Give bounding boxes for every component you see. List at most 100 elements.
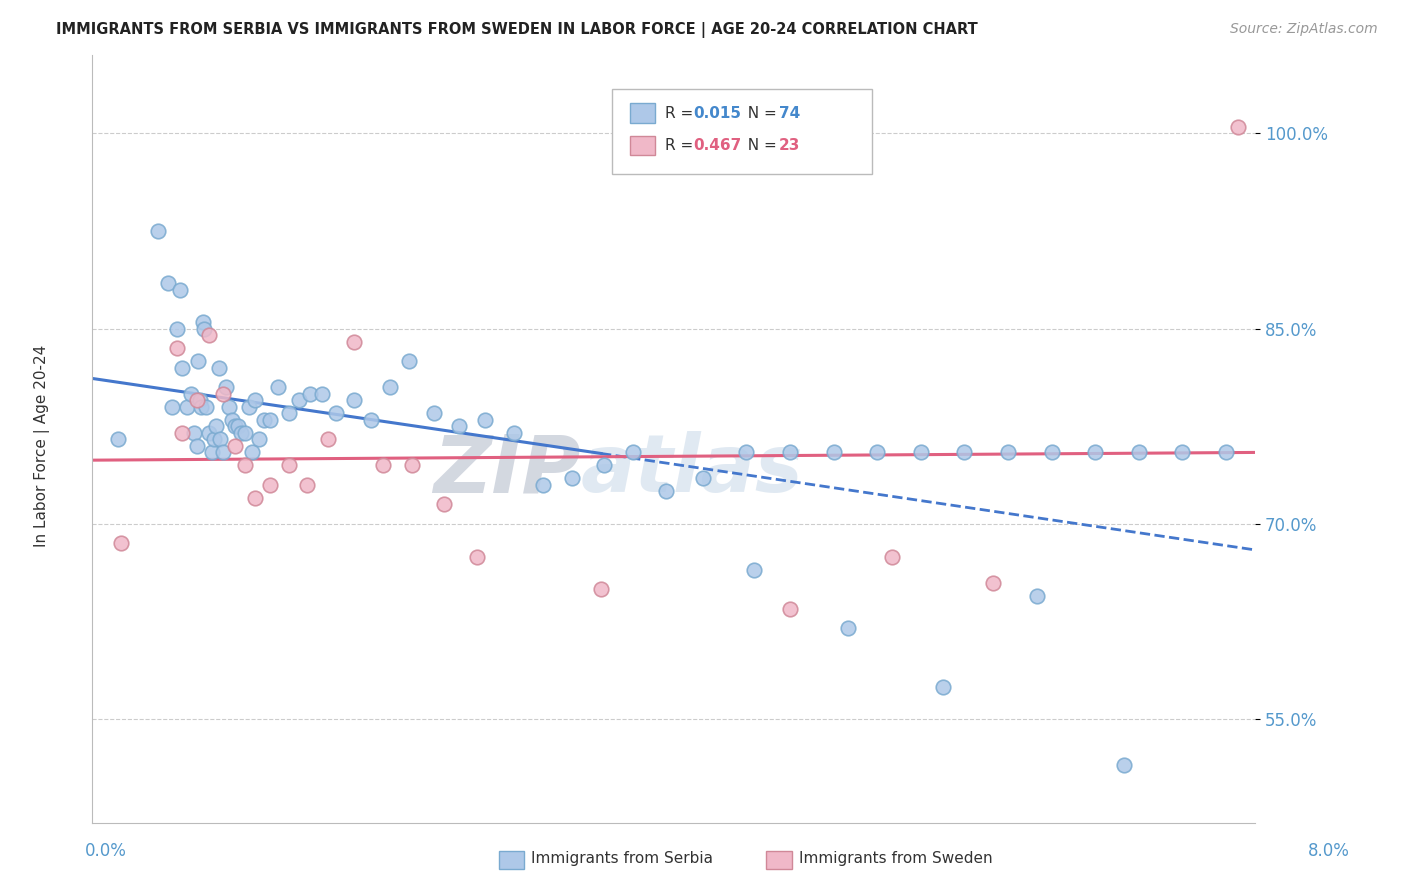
Point	[531, 478, 554, 492]
Point	[325, 406, 347, 420]
Point	[316, 433, 339, 447]
Text: 0.467: 0.467	[693, 138, 741, 153]
Point	[169, 283, 191, 297]
Point	[233, 425, 256, 440]
Point	[229, 425, 252, 440]
Point	[1114, 757, 1136, 772]
Point	[205, 419, 228, 434]
Point	[297, 478, 319, 492]
Point	[1171, 445, 1194, 459]
Point	[343, 393, 366, 408]
Point	[433, 497, 456, 511]
Point	[200, 445, 222, 459]
Text: Immigrants from Sweden: Immigrants from Sweden	[799, 852, 993, 866]
Point	[215, 380, 238, 394]
Point	[243, 393, 266, 408]
Text: atlas: atlas	[581, 431, 803, 509]
Text: 8.0%: 8.0%	[1308, 842, 1350, 860]
Point	[202, 433, 225, 447]
Point	[692, 471, 714, 485]
Point	[197, 328, 219, 343]
Point	[166, 341, 188, 355]
Point	[1128, 445, 1150, 459]
Point	[186, 439, 208, 453]
Point	[655, 484, 678, 499]
Point	[277, 458, 299, 473]
Point	[110, 536, 132, 550]
Point	[837, 621, 859, 635]
Point	[398, 354, 420, 368]
Point	[212, 386, 235, 401]
Point	[183, 425, 205, 440]
Text: N =: N =	[738, 138, 782, 153]
Point	[224, 419, 246, 434]
Point	[866, 445, 889, 459]
Point	[621, 445, 644, 459]
Point	[107, 433, 129, 447]
Point	[218, 400, 240, 414]
Point	[156, 276, 179, 290]
Point	[193, 321, 215, 335]
Point	[380, 380, 402, 394]
Point	[221, 413, 243, 427]
Point	[561, 471, 583, 485]
Point	[176, 400, 198, 414]
Point	[423, 406, 446, 420]
Point	[249, 433, 271, 447]
Point	[253, 413, 276, 427]
Point	[931, 680, 953, 694]
Point	[371, 458, 394, 473]
Point	[299, 386, 322, 401]
Point	[1026, 589, 1049, 603]
Point	[243, 491, 266, 505]
Point	[401, 458, 423, 473]
Point	[910, 445, 932, 459]
Point	[166, 321, 188, 335]
Text: 74: 74	[779, 106, 800, 120]
Point	[172, 425, 194, 440]
Point	[172, 360, 194, 375]
Point	[742, 562, 765, 576]
Point	[188, 393, 211, 408]
Text: Source: ZipAtlas.com: Source: ZipAtlas.com	[1230, 22, 1378, 37]
Point	[259, 478, 281, 492]
Text: 0.0%: 0.0%	[84, 842, 127, 860]
Point	[191, 315, 214, 329]
Point	[779, 445, 801, 459]
Point	[1040, 445, 1063, 459]
Text: IMMIGRANTS FROM SERBIA VS IMMIGRANTS FROM SWEDEN IN LABOR FORCE | AGE 20-24 CORR: IMMIGRANTS FROM SERBIA VS IMMIGRANTS FRO…	[56, 22, 979, 38]
Point	[997, 445, 1019, 459]
Point	[983, 575, 1005, 590]
Text: R =: R =	[665, 106, 699, 120]
Point	[212, 445, 235, 459]
Point	[208, 360, 231, 375]
Point	[343, 334, 366, 349]
Point	[589, 582, 612, 596]
Point	[447, 419, 470, 434]
Text: 23: 23	[779, 138, 800, 153]
Point	[240, 445, 263, 459]
Point	[277, 406, 299, 420]
Point	[287, 393, 309, 408]
Point	[1215, 445, 1237, 459]
Point	[1226, 120, 1249, 134]
Point	[311, 386, 333, 401]
Text: N =: N =	[738, 106, 782, 120]
Point	[823, 445, 845, 459]
Point	[180, 386, 202, 401]
Text: 0.015: 0.015	[693, 106, 741, 120]
Point	[209, 433, 232, 447]
Point	[146, 224, 169, 238]
Point	[187, 354, 209, 368]
Point	[735, 445, 758, 459]
Text: R =: R =	[665, 138, 699, 153]
Point	[267, 380, 290, 394]
Text: ZIP: ZIP	[433, 431, 581, 509]
Point	[880, 549, 903, 564]
Text: Immigrants from Serbia: Immigrants from Serbia	[531, 852, 713, 866]
Point	[238, 400, 260, 414]
Point	[502, 425, 524, 440]
Text: In Labor Force | Age 20-24: In Labor Force | Age 20-24	[34, 345, 51, 547]
Point	[467, 549, 489, 564]
Point	[162, 400, 184, 414]
